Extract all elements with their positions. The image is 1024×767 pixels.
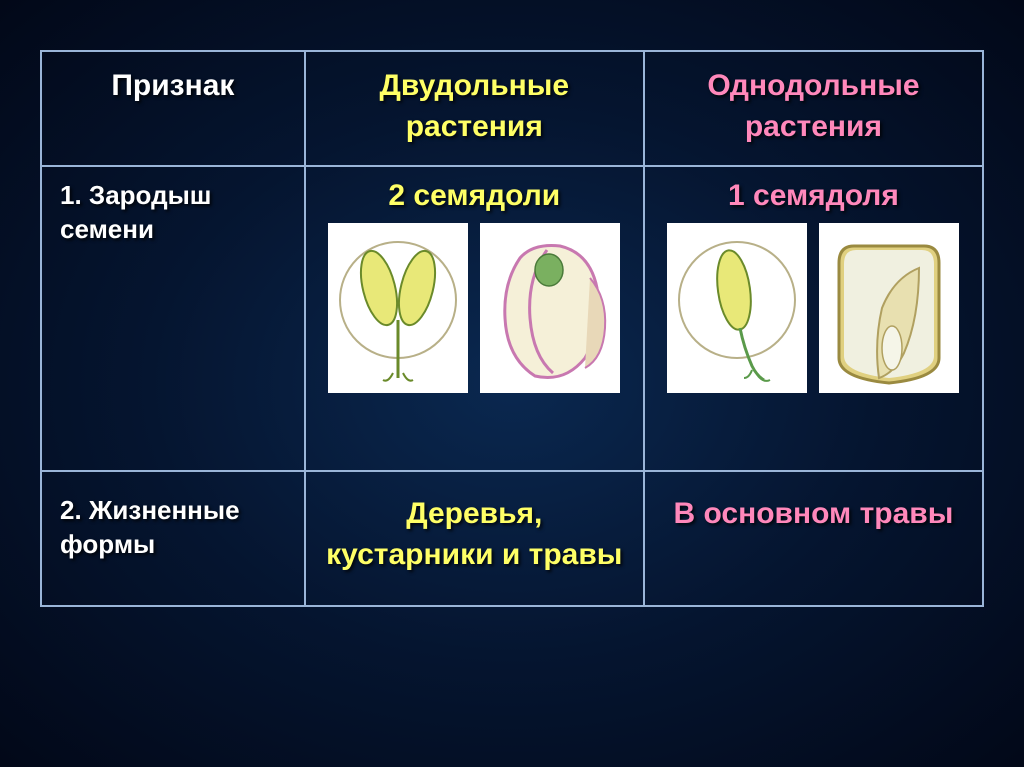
- header-row: Признак Двудольные растения Однодольные …: [41, 51, 983, 166]
- dicot-sprout-illustration: [328, 223, 468, 393]
- monocot-sprout-illustration: [667, 223, 807, 393]
- row2-monocot-cell: В основном травы: [644, 471, 983, 606]
- row2-label: 2. Жизненные формы: [41, 471, 305, 606]
- row1-label: 1. Зародыш семени: [41, 166, 305, 471]
- monocot-life-forms: В основном травы: [663, 494, 964, 535]
- monocot-cotyledon-count: 1 семядоля: [663, 179, 964, 213]
- comparison-table: Признак Двудольные растения Однодольные …: [40, 50, 984, 607]
- dicot-images: [324, 223, 625, 393]
- row2-dicot-cell: Деревья, кустарники и травы: [305, 471, 644, 606]
- monocot-seed-illustration: [819, 223, 959, 393]
- header-dicot: Двудольные растения: [305, 51, 644, 166]
- dicot-cotyledon-count: 2 семядоли: [324, 179, 625, 213]
- row-life-forms: 2. Жизненные формы Деревья, кустарники и…: [41, 471, 983, 606]
- row1-monocot-cell: 1 семядоля: [644, 166, 983, 471]
- row-embryo: 1. Зародыш семени 2 семядоли: [41, 166, 983, 471]
- row1-dicot-cell: 2 семядоли: [305, 166, 644, 471]
- dicot-life-forms: Деревья, кустарники и травы: [324, 494, 625, 575]
- monocot-images: [663, 223, 964, 393]
- header-monocot: Однодольные растения: [644, 51, 983, 166]
- header-trait: Признак: [41, 51, 305, 166]
- dicot-seed-illustration: [480, 223, 620, 393]
